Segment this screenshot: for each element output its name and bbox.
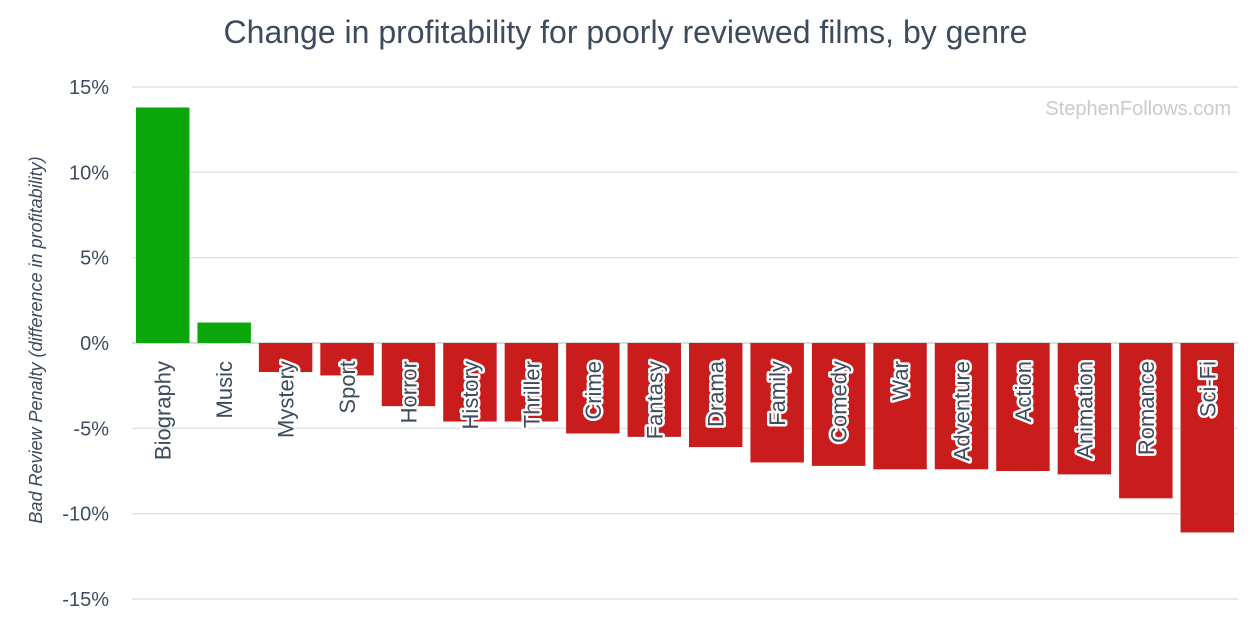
category-label: Fantasy <box>642 361 667 439</box>
bar-mystery <box>258 343 313 373</box>
category-label: Action <box>1011 361 1036 422</box>
bar-history <box>443 343 497 422</box>
bar-family <box>750 343 804 463</box>
category-label: Biography <box>151 361 176 460</box>
bar-war <box>873 343 927 470</box>
bar-horror <box>381 343 436 407</box>
bar-fantasy <box>627 343 682 437</box>
y-tick-label: -10% <box>62 504 109 526</box>
bar-romance <box>1119 343 1173 499</box>
category-label: Romance <box>1134 361 1159 455</box>
category-label: Horror <box>397 361 422 423</box>
bars <box>135 107 1235 533</box>
category-label: Comedy <box>827 361 852 443</box>
category-label: Mystery <box>274 361 299 438</box>
y-axis-ticks: 15% 10% 5% 0% -5% -10% -15% <box>62 77 109 611</box>
chart-title: Change in profitability for poorly revie… <box>223 14 1028 50</box>
bar-crime <box>566 343 620 434</box>
bar-thriller <box>504 343 559 422</box>
category-label: Music <box>212 361 237 418</box>
bar-comedy <box>811 343 866 466</box>
y-tick-label: 10% <box>69 162 109 184</box>
category-label: Animation <box>1072 361 1097 459</box>
category-label: Sport <box>335 361 360 414</box>
category-label: War <box>888 361 913 401</box>
bar-adventure <box>934 343 989 470</box>
category-label: History <box>458 361 483 429</box>
bar-animation <box>1057 343 1112 475</box>
gridlines <box>132 86 1238 600</box>
y-tick-label: 0% <box>80 333 109 355</box>
y-axis-label: Bad Review Penalty (difference in profit… <box>26 156 46 523</box>
category-label: Family <box>765 361 790 426</box>
bar-drama <box>688 343 743 448</box>
category-label: Sci-Fi <box>1195 361 1220 417</box>
bar-sport <box>320 343 374 376</box>
category-label: Thriller <box>519 361 544 428</box>
bar-sci-fi <box>1180 343 1235 533</box>
watermark-label: StephenFollows.com <box>1045 98 1231 120</box>
category-label: Crime <box>581 361 606 420</box>
category-labels: Biography Music Mystery Sport Horror History T… <box>151 358 1223 464</box>
bar-action <box>996 343 1050 471</box>
y-tick-label: 5% <box>80 248 109 270</box>
y-tick-label: -5% <box>73 418 109 440</box>
category-label: Drama <box>704 360 729 427</box>
bar-biography <box>135 107 190 343</box>
y-tick-label: 15% <box>69 77 109 99</box>
bar-music <box>197 322 251 343</box>
category-label: Adventure <box>950 361 975 461</box>
y-tick-label: -15% <box>62 589 109 611</box>
